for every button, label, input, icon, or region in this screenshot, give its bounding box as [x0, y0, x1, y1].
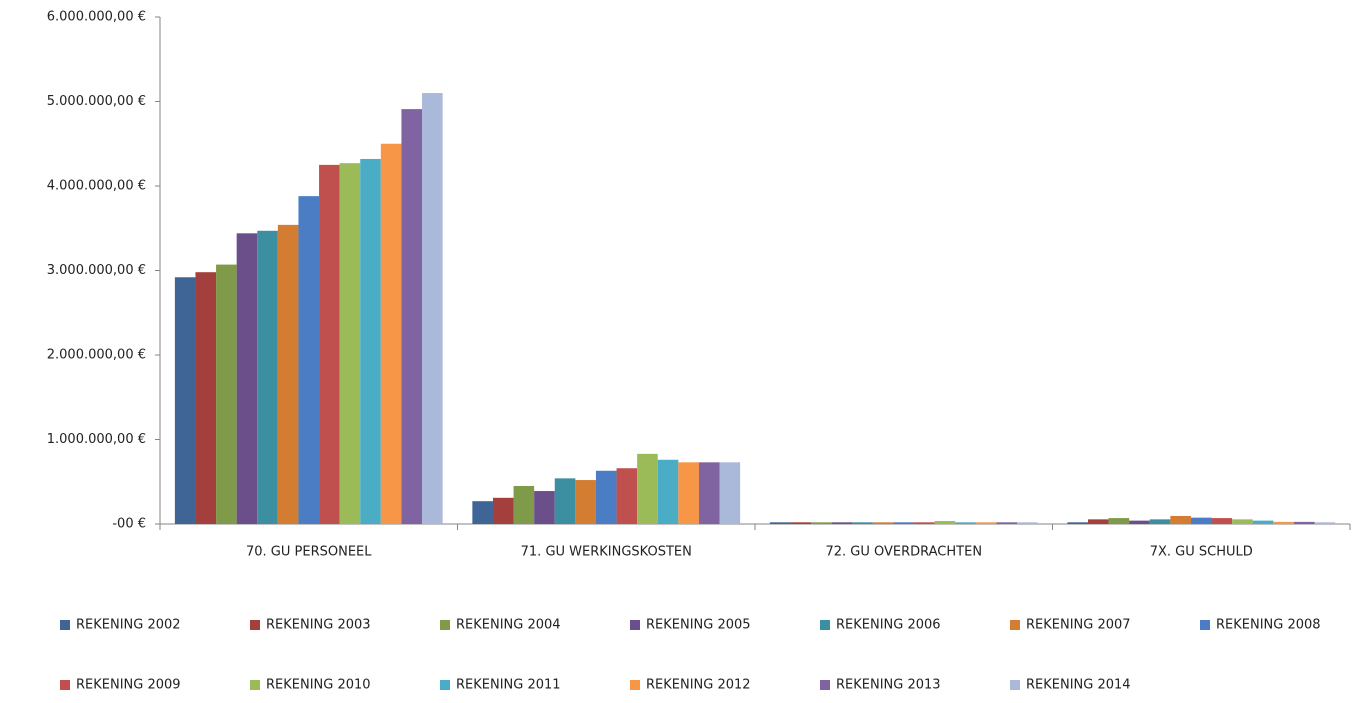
bar — [319, 164, 340, 524]
bar — [698, 462, 720, 524]
x-tick-label: 72. GU OVERDRACHTEN — [825, 545, 982, 560]
y-tick-label: 2.000.000,00 € — [47, 348, 146, 363]
bar — [831, 522, 853, 524]
bar — [595, 470, 617, 524]
bar — [872, 522, 894, 524]
bar — [1129, 520, 1150, 524]
legend-swatch — [820, 680, 830, 690]
legend-swatch — [1010, 620, 1020, 630]
bar — [975, 522, 997, 524]
legend-swatch — [60, 620, 70, 630]
bar — [380, 143, 402, 524]
legend-label: REKENING 2012 — [646, 678, 751, 693]
bar — [1273, 521, 1294, 524]
bar — [277, 224, 299, 524]
bar — [534, 491, 555, 524]
bar — [657, 459, 679, 524]
legend-swatch — [1200, 620, 1210, 630]
bar — [996, 522, 1018, 524]
legend-swatch — [630, 620, 640, 630]
legend-swatch — [1010, 680, 1020, 690]
bar — [769, 522, 791, 524]
bar — [492, 497, 514, 524]
bar — [934, 521, 956, 524]
bar — [216, 264, 237, 524]
bar — [852, 522, 873, 524]
bar — [719, 462, 741, 524]
bar — [637, 453, 658, 524]
legend-label: REKENING 2002 — [76, 618, 181, 633]
legend-label: REKENING 2014 — [1026, 678, 1131, 693]
legend-label: REKENING 2013 — [836, 678, 941, 693]
legend-swatch — [820, 620, 830, 630]
legend-label: REKENING 2003 — [266, 618, 371, 633]
legend-label: REKENING 2005 — [646, 618, 751, 633]
legend-swatch — [630, 680, 640, 690]
legend-label: REKENING 2006 — [836, 618, 941, 633]
legend-label: REKENING 2007 — [1026, 618, 1131, 633]
bar — [472, 501, 493, 524]
bar — [678, 462, 699, 524]
x-tick-label: 71. GU WERKINGSKOSTEN — [521, 545, 692, 560]
legend-swatch — [440, 680, 450, 690]
y-tick-label: 3.000.000,00 € — [47, 263, 146, 278]
bar — [1067, 522, 1088, 524]
bar — [1293, 521, 1315, 524]
legend-swatch — [440, 620, 450, 630]
bar — [955, 522, 976, 524]
legend-label: REKENING 2011 — [456, 678, 561, 693]
legend-swatch — [250, 620, 260, 630]
bar — [360, 158, 381, 524]
bar — [236, 233, 258, 524]
bar — [1314, 522, 1336, 524]
bar — [422, 93, 443, 525]
bar — [513, 485, 535, 524]
x-tick-label: 70. GU PERSONEEL — [246, 545, 372, 560]
legend-label: REKENING 2009 — [76, 678, 181, 693]
bar — [174, 277, 196, 524]
bar — [1149, 519, 1171, 524]
legend-label: REKENING 2004 — [456, 618, 561, 633]
y-tick-label: 6.000.000,00 € — [47, 10, 146, 25]
bar — [616, 468, 638, 524]
legend-swatch — [250, 680, 260, 690]
bar — [339, 163, 361, 524]
bar — [1190, 517, 1212, 524]
y-tick-label: 5.000.000,00 € — [47, 94, 146, 109]
bar — [1211, 518, 1233, 524]
bar — [914, 522, 935, 524]
y-tick-label: -00 € — [112, 517, 146, 532]
bar — [893, 522, 915, 524]
bar — [811, 522, 832, 524]
bar — [1232, 519, 1253, 524]
y-tick-label: 1.000.000,00 € — [47, 432, 146, 447]
y-tick-label: 4.000.000,00 € — [47, 179, 146, 194]
bar — [195, 272, 217, 524]
bar — [1087, 519, 1109, 524]
bar — [1017, 522, 1038, 524]
bar — [1170, 515, 1191, 524]
legend-label: REKENING 2008 — [1216, 618, 1321, 633]
bar — [298, 196, 320, 524]
bar — [1252, 520, 1274, 524]
bar — [401, 109, 423, 524]
legend-label: REKENING 2010 — [266, 678, 371, 693]
x-tick-label: 7X. GU SCHULD — [1150, 545, 1253, 560]
bar — [575, 480, 596, 524]
bar — [1108, 518, 1130, 524]
bar — [257, 230, 278, 524]
bar — [790, 522, 812, 524]
legend-swatch — [60, 680, 70, 690]
bar — [554, 478, 576, 524]
